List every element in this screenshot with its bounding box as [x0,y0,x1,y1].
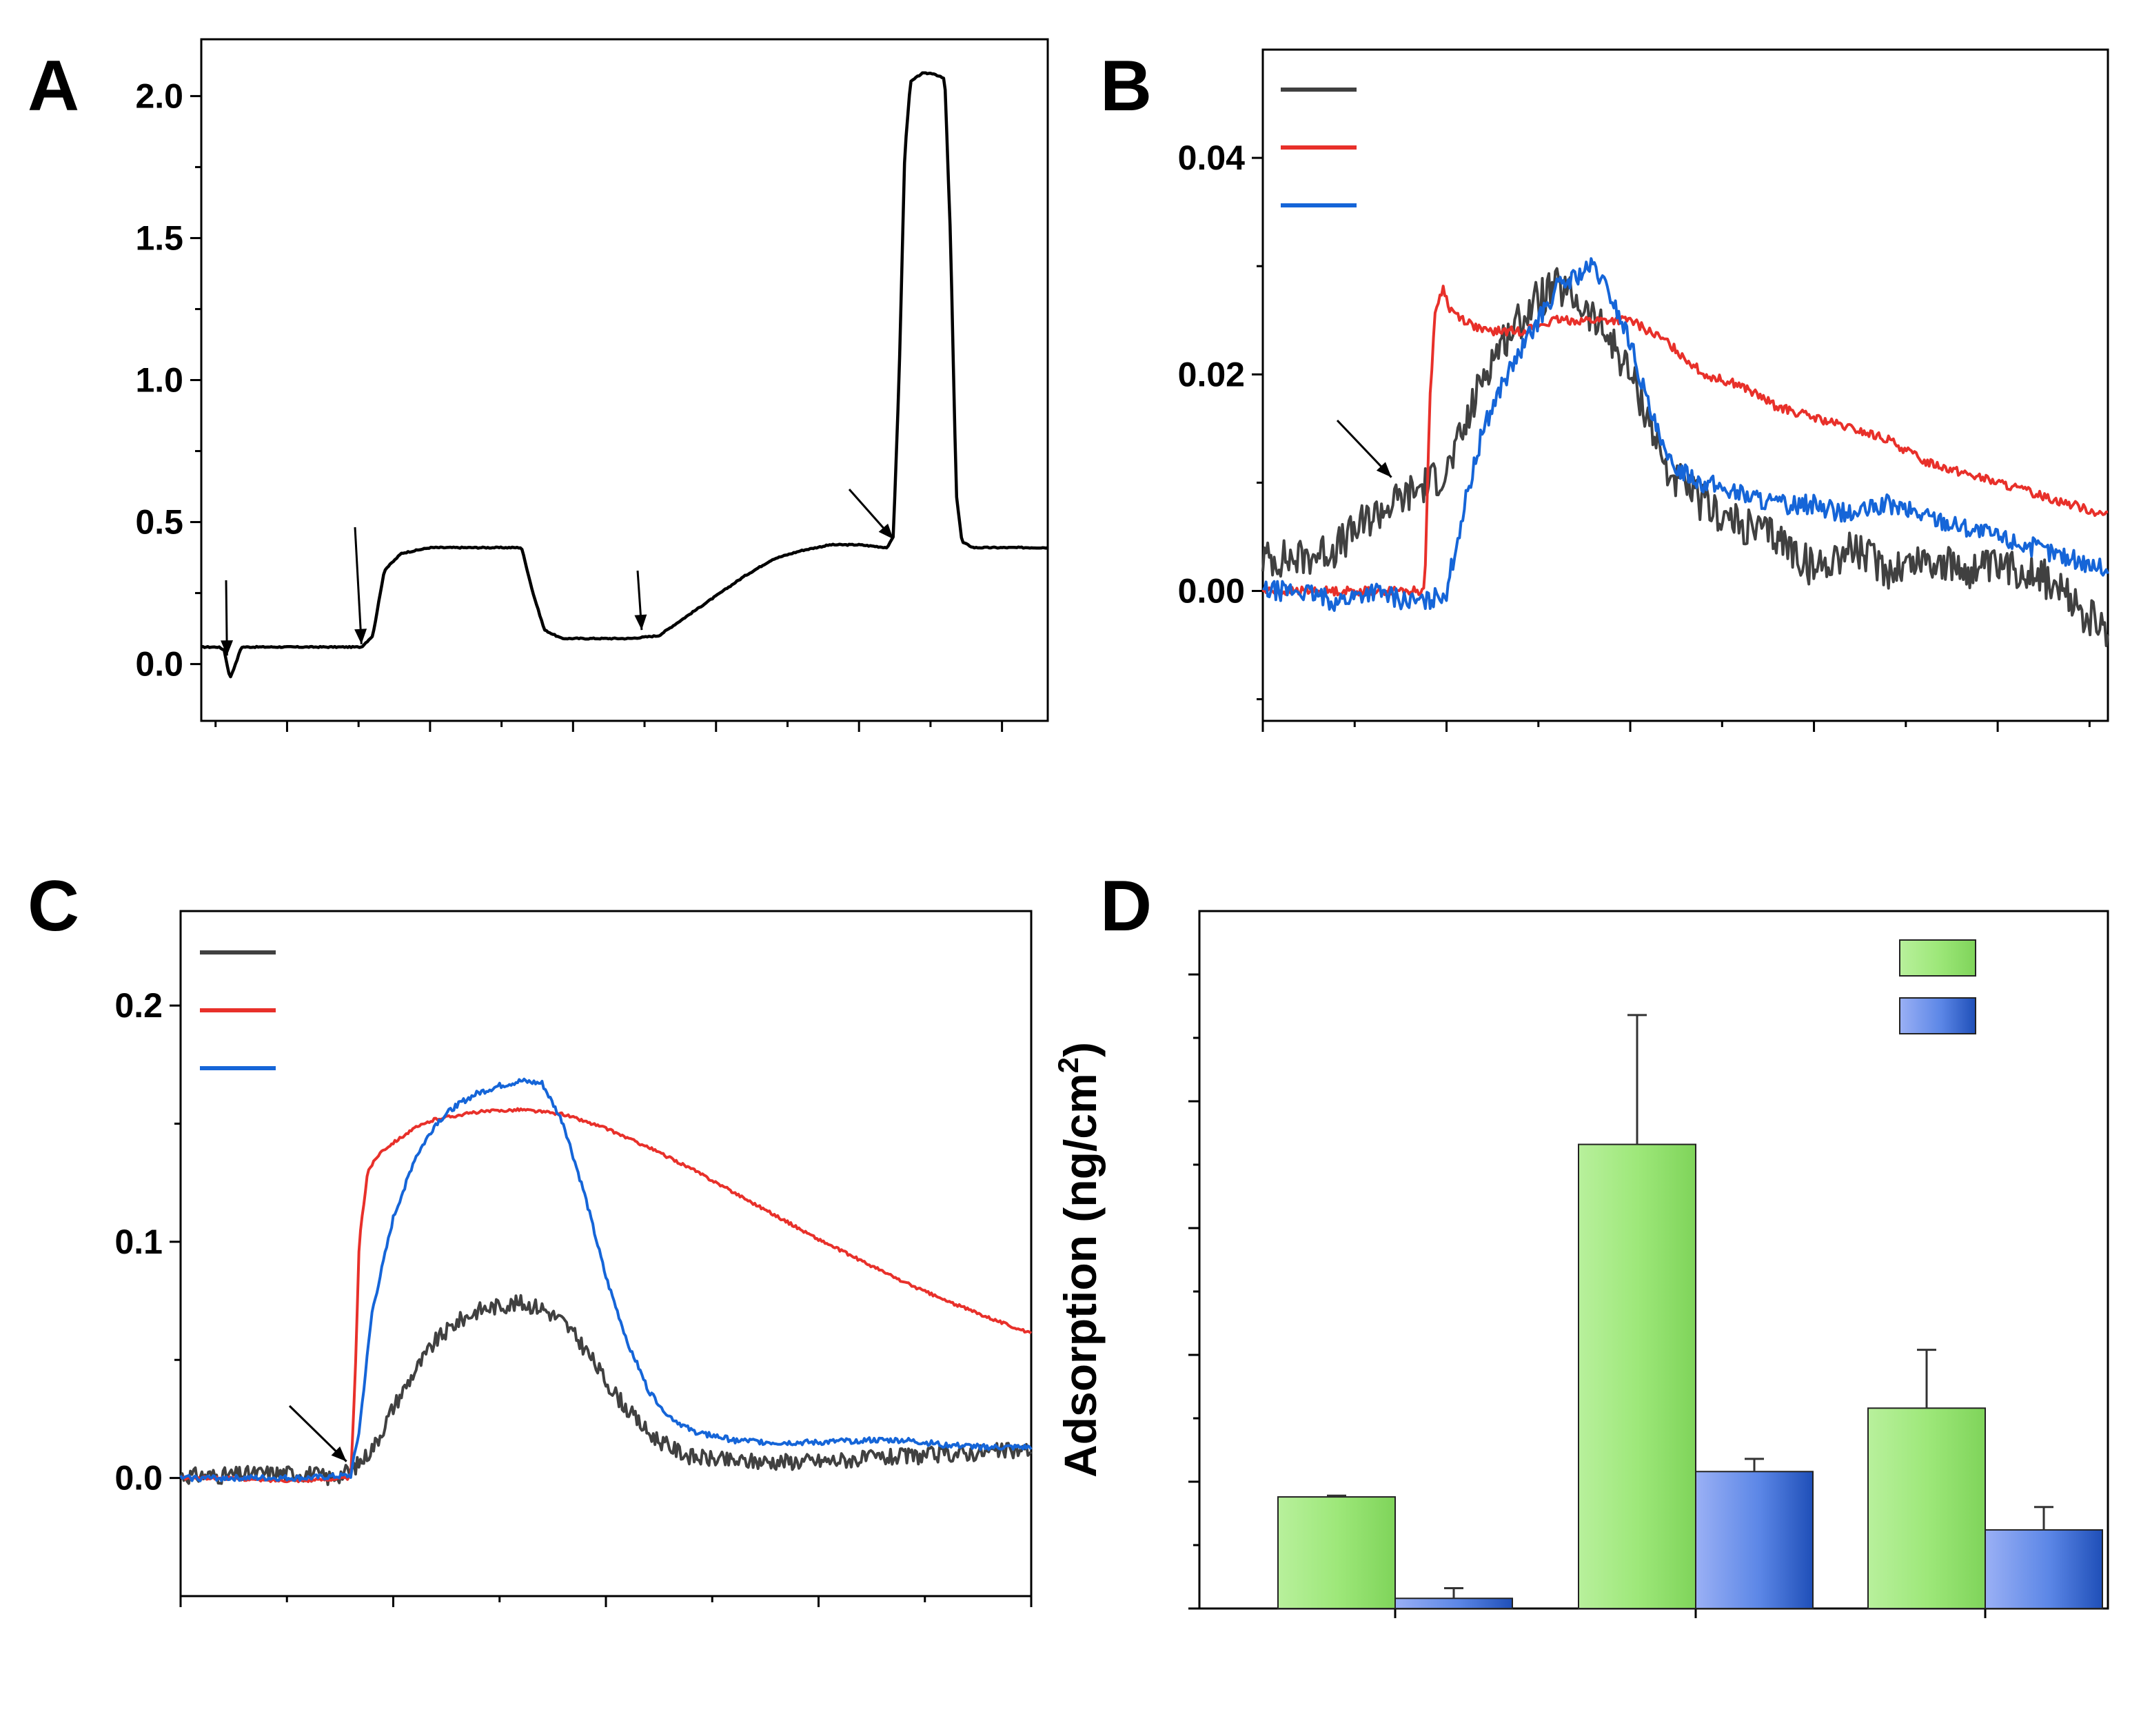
annotation-arrowhead [1376,462,1392,478]
panel-label-b: B [1100,46,1152,126]
plot-frame [200,38,1049,722]
y-tick-label: 0.2 [114,986,163,1025]
series-line-ptb [1261,285,2109,597]
panel-label-a: A [28,46,79,126]
series-line-ptb-antibody [1261,267,2109,647]
series-line-spr-signal [201,71,1048,679]
series-line-ptb [180,1107,1033,1484]
bar-bsa [1695,1471,1814,1610]
y-tick-label: 1.0 [135,361,183,400]
annotation-arrowhead [634,614,647,631]
bar-bsa [1985,1529,2103,1609]
annotation-arrowhead [878,523,893,540]
y-axis-title-sup: 2 [1052,1057,1084,1073]
y-axis-title-close: ) [1055,1042,1106,1057]
series-line-antibody [1262,257,2109,612]
y-axis-title-main: Adsorption (ng/cm [1055,1073,1106,1478]
panel-b: 0.00 0.02 0.04 [1178,48,2109,732]
bar-lyz [1867,1407,1986,1610]
y-tick-label: 0.1 [114,1223,163,1261]
bar-lyz [1277,1496,1396,1610]
plot-frame [179,910,1033,1597]
panel-d: Adsorption (ng/cm2) [1052,910,2109,1618]
series-line-ptb-antibody [179,1294,1033,1487]
annotation-arrowhead [221,640,234,656]
y-tick-label: 0.04 [1178,139,1246,177]
panel-c: 0.0 0.1 0.2 [114,910,1033,1607]
bar-bsa [1394,1597,1513,1610]
annotation-arrowhead [331,1446,347,1462]
panel-label-d: D [1100,866,1152,946]
legend-swatch [1899,939,1976,977]
y-tick-label: 2.0 [135,76,183,115]
y-tick-label: 0.0 [135,645,183,684]
panel-label-c: C [28,866,79,946]
y-tick-label: 0.02 [1178,355,1245,394]
y-tick-label: 0.5 [135,503,183,542]
panel-a: 0.0 0.5 1.0 1.5 2.0 [135,38,1049,732]
y-tick-label: 0.00 [1178,571,1245,610]
y-tick-label: 1.5 [135,218,183,257]
annotation-arrowhead [354,629,367,644]
bar-lyz [1578,1143,1696,1610]
annotation-arrow [354,527,363,644]
y-axis-title: Adsorption (ng/cm2) [1052,1042,1106,1478]
legend-swatch [1899,997,1976,1034]
plot-frame [1261,48,2109,722]
series-line-antibody [179,1077,1033,1482]
y-tick-label: 0.0 [114,1459,163,1498]
